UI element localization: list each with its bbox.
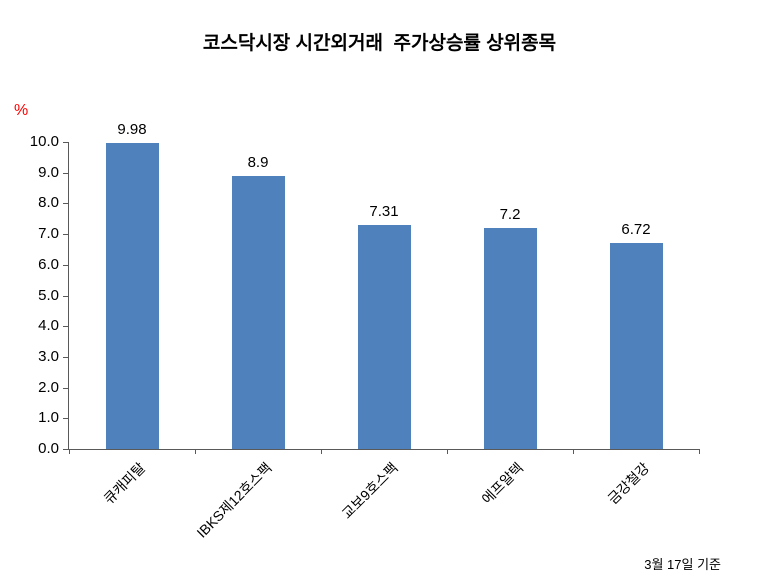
bar-value-label: 6.72 [621,220,651,238]
x-category-label: 에프알텍 [478,459,527,508]
y-tick-label: 1.0 [38,409,59,427]
x-tick-mark [573,449,574,454]
y-tick-mark [63,264,68,266]
y-tick-mark [63,418,68,420]
chart-title: 코스닥시장 시간외거래 주가상승률 상위종목 [202,33,557,54]
y-tick-mark [63,295,68,297]
y-tick-label: 10.0 [29,133,59,150]
bar-교보9호스팩 [357,224,411,449]
bar-에프알텍 [483,227,537,449]
x-tick-mark [69,449,70,454]
y-tick-label: 6.0 [38,255,59,273]
y-tick-mark [63,234,68,236]
bar-value-label: 7.31 [369,202,399,220]
plot-area: 0.0 1.0 2.0 3.0 4.0 5.0 6.0 7.0 8.0 9.0 10.0 9.98 큐캐… [30,121,700,541]
bar-value-label: 8.9 [247,153,269,171]
y-tick-mark [63,356,68,358]
x-category-label: 금강철강 [604,459,653,508]
y-tick-mark [63,172,68,174]
x-tick-mark [699,449,700,454]
y-tick-mark [63,142,68,143]
y-tick-label: 7.0 [38,225,59,243]
bar-큐캐피탈 [105,142,159,449]
y-tick-label: 8.0 [38,194,59,212]
y-tick-label: 5.0 [38,286,59,304]
y-tick-label: 9.0 [38,163,59,181]
y-tick-label: 0.0 [38,440,59,457]
y-axis-unit-label: % [14,102,29,119]
bar-value-label: 9.98 [117,120,147,138]
y-tick-mark [63,449,68,450]
bar-value-label: 7.2 [499,205,521,223]
x-category-label: 큐캐피탈 [100,459,149,508]
bar-IBKS제12호스팩 [231,175,285,449]
x-tick-mark [447,449,448,454]
y-tick-label: 2.0 [38,378,59,396]
y-tick-label: 3.0 [38,347,59,365]
y-tick-mark [63,326,68,328]
y-tick-label: 4.0 [38,317,59,335]
x-category-label: 교보9호스팩 [338,459,401,522]
x-category-label: IBKS제12호스팩 [193,459,275,541]
x-tick-mark [321,449,322,454]
y-tick-mark [63,387,68,389]
y-tick-mark [63,203,68,205]
x-tick-mark [195,449,196,454]
footnote-date: 3월 17일 기준 [644,557,721,572]
bar-금강철강 [609,242,663,449]
